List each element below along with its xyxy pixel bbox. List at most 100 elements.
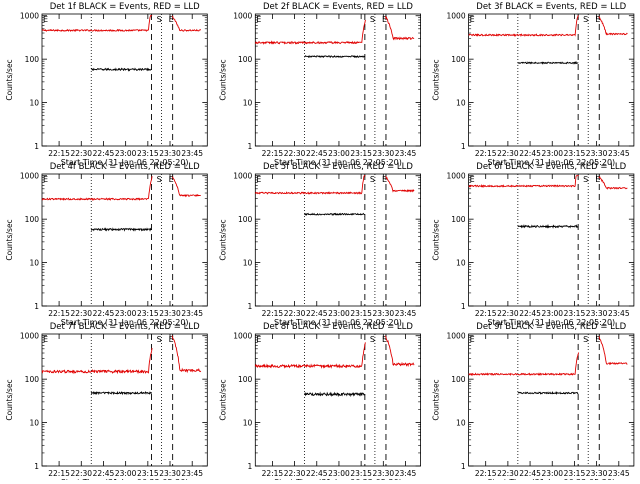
lld-series-line-seg1 <box>598 336 628 366</box>
x-tick-label: 23:45 <box>181 469 203 478</box>
events-series-line <box>304 212 365 217</box>
plot-frame <box>468 13 635 147</box>
x-tick-label: 22:15 <box>262 309 284 318</box>
x-tick-label: 22:30 <box>497 149 519 158</box>
x-axis-label: Start Time (31-Jan-06 22:05:20) <box>487 318 615 327</box>
y-tick-label: 1000 <box>447 172 466 181</box>
panel-det-4: Det 4f BLACK = Events, RED = LLD 1 10 100 10… <box>5 162 208 327</box>
x-tick-label: 22:15 <box>262 149 284 158</box>
x-axis-label: Start Time (31-Jan-06 22:05:20) <box>61 318 189 327</box>
y-tick-label: 10 <box>29 419 39 428</box>
x-tick-label: 22:30 <box>284 309 306 318</box>
y-tick-label: 1 <box>248 462 253 471</box>
panel-title: Det 6f BLACK = Events, RED = LLD <box>476 162 626 172</box>
x-tick-label: 22:45 <box>93 149 115 158</box>
events-series-line <box>90 390 152 396</box>
y-tick-label: 100 <box>451 215 466 224</box>
lld-series-line <box>468 352 580 377</box>
x-tick-label: 23:30 <box>586 309 608 318</box>
y-tick-label: 10 <box>243 259 253 268</box>
y-tick-label: 1 <box>248 302 253 311</box>
panel-det-6: Det 6f BLACK = Events, RED = LLD 1 10 100 10… <box>432 162 635 327</box>
x-tick-label: 23:00 <box>541 469 563 478</box>
x-tick-label: 23:15 <box>350 309 372 318</box>
y-tick-label: 1 <box>248 142 253 151</box>
y-tick-label: 100 <box>25 55 40 64</box>
x-tick-label: 23:00 <box>115 309 137 318</box>
x-tick-label: 23:15 <box>564 149 586 158</box>
panel-det-8: Det 8f BLACK = Events, RED = LLD 1 10 100 10… <box>218 322 422 484</box>
marker-label-e: E <box>595 15 600 24</box>
x-tick-label: 23:15 <box>564 469 586 478</box>
y-axis-label: Counts/sec <box>432 379 441 420</box>
x-axis-label: Start Time (31-Jan-06 22:05:20) <box>274 158 402 167</box>
marker-label-e-start: E <box>470 175 475 184</box>
marker-label-e-start: E <box>470 15 475 24</box>
x-tick-label: 22:30 <box>284 469 306 478</box>
x-tick-label: 22:30 <box>497 469 519 478</box>
events-series-line <box>90 227 152 232</box>
x-tick-label: 22:45 <box>93 309 115 318</box>
lld-series-line-seg1 <box>385 335 415 368</box>
lld-series-line <box>41 15 153 33</box>
x-tick-label: 22:30 <box>70 469 92 478</box>
lld-series-line-seg1 <box>385 16 415 41</box>
marker-label-e: E <box>595 175 600 184</box>
x-tick-label: 23:15 <box>564 309 586 318</box>
marker-label-s: S <box>370 175 375 184</box>
lld-series-line-seg1 <box>171 335 202 374</box>
y-tick-label: 1000 <box>447 12 466 21</box>
y-tick-label: 1 <box>34 302 39 311</box>
marker-label-e: E <box>169 335 174 344</box>
x-tick-label: 23:00 <box>541 149 563 158</box>
panel-title: Det 1f BLACK = Events, RED = LLD <box>50 2 200 12</box>
y-tick-label: 10 <box>456 419 466 428</box>
x-tick-label: 22:45 <box>519 309 541 318</box>
lld-series-line-seg1 <box>171 176 201 198</box>
panel-title: Det 9f BLACK = Events, RED = LLD <box>476 322 626 332</box>
marker-label-e-start: E <box>470 335 475 344</box>
x-tick-label: 23:30 <box>159 469 181 478</box>
y-tick-label: 10 <box>243 419 253 428</box>
x-tick-label: 23:30 <box>159 149 181 158</box>
panel-title: Det 4f BLACK = Events, RED = LLD <box>50 162 200 172</box>
x-tick-label: 22:30 <box>70 149 92 158</box>
x-tick-label: 23:15 <box>137 469 159 478</box>
y-tick-label: 1 <box>461 142 466 151</box>
plot-frame <box>468 333 635 467</box>
x-tick-label: 22:30 <box>497 309 519 318</box>
x-tick-label: 22:15 <box>48 309 70 318</box>
y-tick-label: 1000 <box>233 12 252 21</box>
events-series-line <box>517 223 579 229</box>
y-tick-label: 100 <box>25 375 40 384</box>
x-tick-label: 22:45 <box>519 149 541 158</box>
plot-frame <box>41 13 208 147</box>
marker-label-s: S <box>157 15 162 24</box>
x-tick-label: 23:45 <box>181 149 203 158</box>
lld-series-line <box>254 19 366 45</box>
marker-label-e-start: E <box>43 335 48 344</box>
marker-label-e: E <box>169 175 174 184</box>
panel-title: Det 3f BLACK = Events, RED = LLD <box>476 2 626 12</box>
x-tick-label: 23:30 <box>586 149 608 158</box>
x-axis-label: Start Time (31-Jan-06 22:05:20) <box>487 158 615 167</box>
x-tick-label: 23:45 <box>395 309 417 318</box>
lld-series-line <box>254 342 366 369</box>
x-tick-label: 23:45 <box>181 309 203 318</box>
y-tick-label: 1000 <box>20 332 39 341</box>
panel-det-1: Det 1f BLACK = Events, RED = LLD 1 10 100 10… <box>5 2 208 167</box>
x-tick-label: 23:00 <box>328 309 350 318</box>
x-tick-label: 22:15 <box>475 149 497 158</box>
y-axis-label: Counts/sec <box>5 219 14 260</box>
x-tick-label: 22:45 <box>306 149 328 158</box>
marker-label-e: E <box>595 335 600 344</box>
marker-label-e-start: E <box>256 15 261 24</box>
y-tick-label: 1 <box>34 142 39 151</box>
x-tick-label: 23:00 <box>115 469 137 478</box>
y-axis-label: Counts/sec <box>218 219 227 260</box>
x-tick-label: 22:15 <box>48 149 70 158</box>
panel-title: Det 5f BLACK = Events, RED = LLD <box>263 162 413 172</box>
marker-label-e: E <box>382 335 387 344</box>
lld-series-line <box>254 175 366 195</box>
panel-det-3: Det 3f BLACK = Events, RED = LLD 1 10 100 10… <box>432 2 635 167</box>
